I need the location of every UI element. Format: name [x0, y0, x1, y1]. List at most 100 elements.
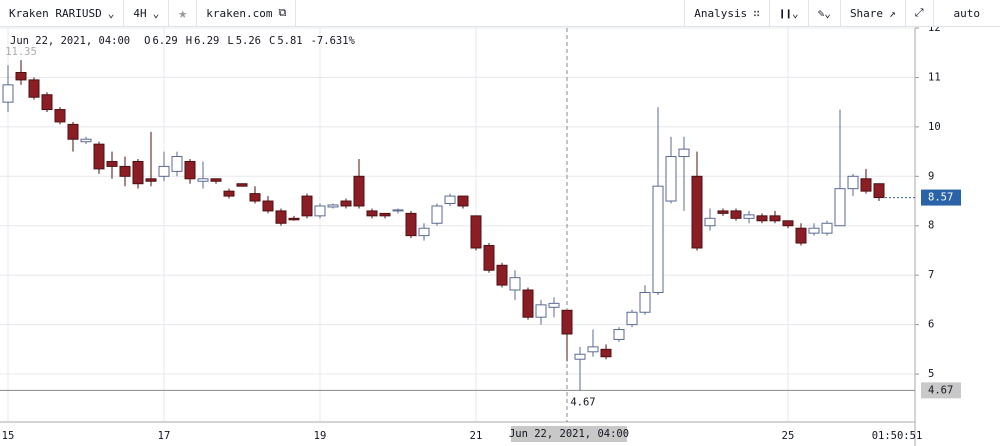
candle-body	[548, 302, 560, 308]
candle-body	[340, 200, 352, 207]
legend-key: L	[227, 35, 233, 47]
candle-body	[756, 215, 768, 222]
candle-body	[366, 210, 378, 217]
last-price-box	[921, 189, 961, 206]
share-button[interactable]: Share ↗	[839, 0, 905, 26]
source-button[interactable]: kraken.com ⧉	[197, 0, 297, 26]
clock: 01:50:51	[872, 430, 923, 442]
copy-icon: ⧉	[278, 6, 287, 19]
candle-body	[678, 148, 690, 158]
analysis: Analysis	[694, 6, 748, 20]
candle-body	[184, 160, 196, 180]
fullscreen-button[interactable]: ⤢	[904, 0, 933, 26]
chevron: ⌄	[107, 6, 115, 20]
y-tick-label: 9	[928, 170, 934, 182]
share-icon: ↗	[889, 6, 896, 20]
crosshair-price-box	[921, 382, 961, 399]
candle-body	[496, 264, 508, 286]
candle-body	[314, 205, 326, 217]
legend-key: O	[144, 35, 150, 47]
candle-body	[171, 156, 183, 172]
candle-body	[54, 109, 66, 123]
low-label: 4.67	[570, 396, 595, 408]
last-price-label: 8.57	[928, 192, 953, 204]
candle-body	[275, 210, 287, 224]
candle-body	[834, 188, 846, 227]
candle-body	[119, 165, 131, 177]
y-tick-label: 6	[928, 319, 934, 331]
candle-body	[392, 209, 404, 212]
chevron: ⌄	[152, 6, 160, 20]
legend-value: 6.29	[194, 35, 219, 47]
candle-body	[821, 222, 833, 234]
y-tick-label: 12	[928, 27, 941, 34]
legend-value: 6.29	[152, 35, 177, 47]
candle-body	[795, 227, 807, 244]
legend-key: C	[269, 35, 275, 47]
analysis-button[interactable]: Analysis ∷	[684, 0, 769, 26]
candle-body	[665, 156, 677, 202]
candle-body	[613, 329, 625, 340]
symbol: Kraken RARIUSD	[9, 6, 102, 20]
chart: 5 6 7 8 9 10 11 12 15 17 19 21 25 11.35 4.67 8.57 4.67 Ju…	[0, 27, 961, 446]
candle-body	[639, 291, 651, 313]
high-label: 11.35	[5, 46, 37, 58]
favorite-button[interactable]: ★	[169, 0, 198, 26]
candle-body	[431, 205, 443, 224]
scale-button[interactable]: auto	[932, 0, 1000, 26]
crosshair-price-label: 4.67	[928, 384, 953, 396]
candle-body	[561, 309, 573, 335]
interval: 4H	[133, 6, 147, 20]
y-tick-label: 11	[928, 71, 941, 83]
candle-body	[704, 217, 716, 227]
candle-body	[483, 245, 495, 271]
chart-style-button[interactable]: ❙❙⌄	[768, 0, 808, 26]
expand-icon: ⤢	[914, 6, 924, 19]
candle-body	[730, 210, 742, 219]
candle-body	[132, 160, 144, 185]
y-tick-label: 7	[928, 269, 934, 281]
candle-body	[457, 195, 469, 207]
symbol-button[interactable]: Kraken RARIUSD ⌄	[0, 0, 125, 26]
candle-body	[873, 183, 885, 199]
candle-body	[93, 143, 105, 170]
candle-body	[743, 214, 755, 219]
candle-body	[652, 185, 664, 293]
candle-body	[574, 353, 586, 360]
candle-body	[145, 178, 157, 182]
legend-date: Jun 22, 2021, 04:00	[10, 35, 130, 47]
draw-button[interactable]: ✎⌄	[807, 0, 840, 26]
candle-body	[808, 227, 820, 234]
crosshair-time-label: Jun 22, 2021, 04:00	[509, 428, 629, 440]
legend-value: 5.26	[236, 35, 261, 47]
candle-body	[600, 348, 612, 358]
candle-body	[353, 175, 365, 207]
candle-body	[327, 204, 339, 208]
x-tick-label: 17	[158, 430, 171, 442]
candle-icon: ❙❙⌄	[778, 6, 799, 20]
candle-body	[41, 94, 53, 111]
candle-body	[470, 215, 482, 249]
candle-body	[860, 178, 872, 192]
candle-body	[106, 160, 118, 167]
candle-body	[301, 195, 313, 217]
crosshair-time-box	[511, 426, 627, 442]
candle-body	[418, 227, 430, 237]
candle-body	[158, 165, 170, 177]
candle-body	[847, 175, 859, 190]
candle-body	[249, 193, 261, 202]
candle-body	[769, 215, 781, 222]
legend-change: -7.631%	[311, 35, 356, 47]
candle-body	[626, 311, 638, 326]
candle-body	[587, 346, 599, 353]
pen-icon: ✎⌄	[817, 6, 831, 20]
candle-body	[236, 183, 248, 187]
x-tick-label: 25	[782, 430, 795, 442]
candle-body	[522, 289, 534, 318]
scale-mode: auto	[953, 6, 981, 20]
interval-button[interactable]: 4H ⌄	[124, 0, 170, 26]
candle-body	[691, 175, 703, 249]
candle-body	[223, 190, 235, 197]
candle-body	[379, 212, 391, 217]
